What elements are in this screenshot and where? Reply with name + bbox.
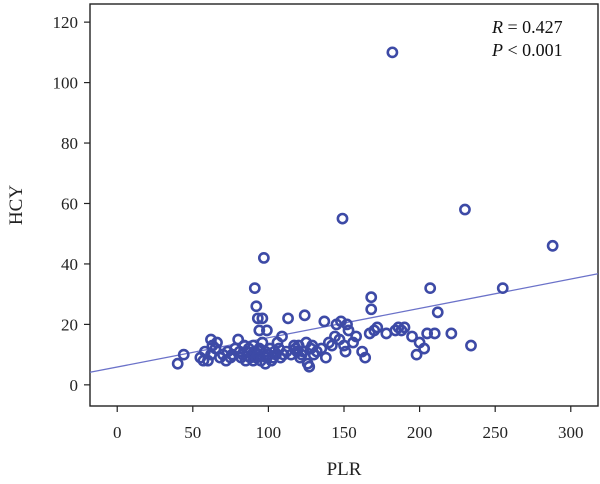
data-point <box>209 342 222 355</box>
data-point <box>205 333 217 346</box>
data-point <box>342 324 355 337</box>
data-point <box>365 303 378 316</box>
data-point <box>248 282 261 295</box>
x-tick-label: 250 <box>482 423 508 442</box>
data-point <box>267 351 279 364</box>
y-tick-label: 60 <box>61 194 78 213</box>
data-point <box>277 348 290 361</box>
data-point <box>282 312 294 325</box>
y-tick-label: 0 <box>70 376 79 395</box>
data-point <box>395 324 408 337</box>
data-point <box>253 324 266 337</box>
data-point <box>257 251 270 264</box>
x-axis-ticks: 0 50 100 150 200 250 300 <box>113 406 584 442</box>
data-point <box>211 336 223 349</box>
data-point <box>177 348 190 361</box>
data-point <box>350 330 362 343</box>
data-point <box>459 203 471 216</box>
plot-area <box>89 46 599 373</box>
r-value: = 0.427 <box>503 17 563 37</box>
data-point <box>371 321 384 334</box>
data-point <box>232 333 245 346</box>
r-symbol: R <box>491 17 503 37</box>
x-tick-label: 0 <box>113 423 122 442</box>
plot-frame <box>89 3 599 407</box>
data-point <box>431 306 444 319</box>
y-axis-ticks: 0 20 40 60 80 100 120 <box>53 13 90 395</box>
x-tick-label: 300 <box>558 423 584 442</box>
data-point <box>260 324 273 337</box>
data-point <box>368 324 381 337</box>
data-point <box>365 291 378 304</box>
data-point <box>418 342 431 355</box>
data-point <box>465 339 477 352</box>
data-point <box>318 315 331 328</box>
data-point <box>496 282 509 295</box>
data-point <box>424 282 437 295</box>
x-tick-label: 50 <box>184 423 201 442</box>
r-annotation: R = 0.427 <box>491 17 563 37</box>
data-point <box>341 318 353 331</box>
data-point <box>171 357 184 370</box>
data-point <box>347 336 359 349</box>
data-point <box>276 330 288 343</box>
x-axis-title: PLR <box>327 459 362 480</box>
data-point <box>307 348 320 361</box>
data-point <box>253 342 266 355</box>
y-tick-label: 40 <box>61 255 78 274</box>
p-annotation: P < 0.001 <box>491 40 563 60</box>
data-point <box>335 315 347 328</box>
data-point <box>303 360 316 373</box>
data-point <box>256 312 269 325</box>
data-point <box>406 330 418 343</box>
data-point <box>315 342 328 355</box>
data-point <box>298 309 311 322</box>
y-tick-label: 20 <box>61 315 78 334</box>
data-point <box>421 327 434 340</box>
x-tick-label: 100 <box>256 423 282 442</box>
data-point <box>359 351 372 364</box>
data-point <box>322 336 335 349</box>
y-tick-label: 100 <box>53 74 79 93</box>
y-axis-title: HCY <box>6 185 27 225</box>
data-point <box>356 345 369 358</box>
data-point <box>410 348 423 361</box>
data-point <box>546 239 559 252</box>
data-point <box>339 345 352 358</box>
y-tick-label: 120 <box>53 13 79 32</box>
x-tick-label: 200 <box>407 423 433 442</box>
data-point <box>428 327 441 340</box>
data-point <box>392 321 405 334</box>
y-tick-label: 80 <box>61 134 78 153</box>
data-point <box>445 327 458 340</box>
data-point <box>386 46 399 59</box>
data-point <box>398 321 411 334</box>
data-point <box>274 351 287 364</box>
data-point <box>336 212 349 225</box>
data-point <box>319 351 332 364</box>
p-value: < 0.001 <box>503 40 563 60</box>
p-symbol: P <box>491 40 503 60</box>
data-point <box>202 354 214 367</box>
x-tick-label: 150 <box>331 423 357 442</box>
data-point <box>251 312 264 325</box>
data-point <box>250 300 263 313</box>
data-point <box>214 351 226 364</box>
